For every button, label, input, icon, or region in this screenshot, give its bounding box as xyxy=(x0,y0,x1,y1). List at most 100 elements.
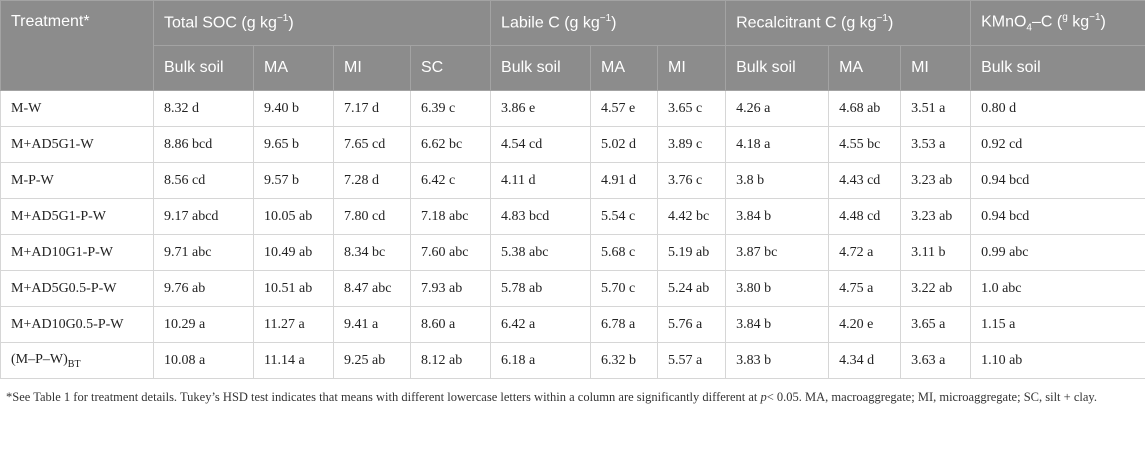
value-cell: 5.68 c xyxy=(590,234,659,271)
text-segment: −1 xyxy=(276,13,289,25)
value-cell: 3.23 ab xyxy=(900,162,972,199)
value-cell: 6.62 bc xyxy=(409,126,492,163)
value-cell: 4.54 cd xyxy=(490,126,592,163)
value-cell: 11.27 a xyxy=(253,306,334,343)
value-cell: 4.20 e xyxy=(828,306,902,343)
value-cell: 3.51 a xyxy=(900,90,972,127)
value-cell: 9.25 ab xyxy=(333,342,411,379)
value-cell: 7.60 abc xyxy=(409,234,492,271)
value-cell: 6.18 a xyxy=(490,342,592,379)
value-cell: 1.15 a xyxy=(970,306,1145,343)
text-segment: < 0.05. MA, macroaggregate; MI, microagg… xyxy=(766,390,1097,404)
value-cell: 5.76 a xyxy=(657,306,727,343)
value-cell: 8.86 bcd xyxy=(153,126,254,163)
text-segment: ) xyxy=(887,14,894,32)
treatment-cell: M+AD5G0.5-P-W xyxy=(0,270,154,307)
value-cell: 3.76 c xyxy=(657,162,727,199)
value-cell: 3.53 a xyxy=(900,126,972,163)
treatment-cell: (M–P–W)BT xyxy=(0,342,154,379)
value-cell: 3.63 a xyxy=(900,342,972,379)
value-cell: 4.72 a xyxy=(828,234,902,271)
value-cell: 7.65 cd xyxy=(333,126,411,163)
treatment-cell: M+AD5G1-W xyxy=(0,126,154,163)
value-cell: 0.80 d xyxy=(970,90,1145,127)
column-header: Bulk soil xyxy=(490,45,592,91)
value-cell: 7.93 ab xyxy=(409,270,492,307)
value-cell: 8.47 abc xyxy=(333,270,411,307)
value-cell: 7.17 d xyxy=(333,90,411,127)
value-cell: 3.65 c xyxy=(657,90,727,127)
value-cell: 4.43 cd xyxy=(828,162,902,199)
text-segment: −1 xyxy=(1089,12,1101,24)
value-cell: 4.55 bc xyxy=(828,126,902,163)
value-cell: 1.10 ab xyxy=(970,342,1145,379)
value-cell: 8.56 cd xyxy=(153,162,254,199)
table-row: M+AD5G1-P-W 9.17 abcd 10.05 ab 7.80 cd 7.18 … xyxy=(0,198,1145,235)
text-segment: Total SOC (g kg xyxy=(164,14,277,32)
value-cell: 0.99 abc xyxy=(970,234,1145,271)
value-cell: 3.83 b xyxy=(725,342,830,379)
group-header: Labile C (g kg−1) xyxy=(490,0,727,46)
column-header: SC xyxy=(409,45,492,91)
table-row: M+AD5G0.5-P-W 9.76 ab 10.51 ab 8.47 abc 7.93… xyxy=(0,270,1145,307)
value-cell: 4.34 d xyxy=(828,342,902,379)
value-cell: 3.65 a xyxy=(900,306,972,343)
group-header: Total SOC (g kg−1) xyxy=(152,0,492,46)
table-row: M+AD10G1-P-W 9.71 abc 10.49 ab 8.34 bc 7.60 … xyxy=(0,234,1145,271)
value-cell: 8.34 bc xyxy=(333,234,411,271)
value-cell: 4.42 bc xyxy=(657,198,727,235)
column-header: Bulk soil xyxy=(970,45,1145,91)
value-cell: 4.91 d xyxy=(590,162,659,199)
column-header: Bulk soil xyxy=(725,45,830,91)
value-cell: 10.51 ab xyxy=(253,270,334,307)
treatment-cell: M+AD10G1-P-W xyxy=(0,234,154,271)
group-header: Recalcitrant C (g kg−1) xyxy=(725,0,972,46)
value-cell: 8.32 d xyxy=(153,90,254,127)
value-cell: 1.0 abc xyxy=(970,270,1145,307)
column-header: Bulk soil xyxy=(153,45,254,91)
value-cell: 9.57 b xyxy=(253,162,334,199)
value-cell: 7.18 abc xyxy=(409,198,492,235)
treatment-cell: M+AD10G0.5-P-W xyxy=(0,306,154,343)
treatment-cell: M-P-W xyxy=(0,162,154,199)
value-cell: 6.42 a xyxy=(490,306,592,343)
header-cell: Treatment* xyxy=(0,0,154,91)
treatment-cell: M+AD5G1-P-W xyxy=(0,198,154,235)
value-cell: 3.84 b xyxy=(725,198,830,235)
value-cell: 3.80 b xyxy=(725,270,830,307)
value-cell: 7.28 d xyxy=(333,162,411,199)
value-cell: 5.19 ab xyxy=(657,234,727,271)
value-cell: 5.54 c xyxy=(590,198,659,235)
value-cell: 5.70 c xyxy=(590,270,659,307)
value-cell: 4.75 a xyxy=(828,270,902,307)
value-cell: 4.26 a xyxy=(725,90,830,127)
column-header: MA xyxy=(253,45,334,91)
value-cell: 0.92 cd xyxy=(970,126,1145,163)
table-row: M+AD10G0.5-P-W 10.29 a 11.27 a 9.41 a 8.60 a… xyxy=(0,306,1145,343)
table-row: M+AD5G1-W 8.86 bcd 9.65 b 7.65 cd 6.62 bc 4.5… xyxy=(0,126,1145,163)
value-cell: 6.32 b xyxy=(590,342,659,379)
text-segment: ) xyxy=(1100,13,1106,31)
text-segment: −1 xyxy=(876,13,888,25)
text-segment: BT xyxy=(67,358,81,370)
value-cell: 9.41 a xyxy=(333,306,411,343)
value-cell: 0.94 bcd xyxy=(970,162,1145,199)
table-row: M-P-W 8.56 cd 9.57 b 7.28 d 6.42 c 4.11 d 4.91… xyxy=(0,162,1145,199)
value-cell: 11.14 a xyxy=(253,342,334,379)
text-segment: −1 xyxy=(599,13,612,25)
value-cell: 3.22 ab xyxy=(900,270,972,307)
text-segment: KMnO xyxy=(981,13,1027,31)
data-table: Treatment* Total SOC (g kg−1) Labile C (g … xyxy=(0,0,1145,379)
footnote: *See Table 1 for treatment details. Tuke… xyxy=(6,389,1139,406)
value-cell: 3.89 c xyxy=(657,126,727,163)
value-cell: 3.87 bc xyxy=(725,234,830,271)
column-header: MI xyxy=(900,45,972,91)
value-cell: 9.71 abc xyxy=(153,234,254,271)
value-cell: 5.78 ab xyxy=(490,270,592,307)
text-segment: g xyxy=(1062,12,1068,24)
text-segment: *See Table 1 for treatment details. Tuke… xyxy=(6,390,761,404)
value-cell: 3.11 b xyxy=(900,234,972,271)
text-segment: Labile C (g kg xyxy=(501,14,600,32)
value-cell: 5.24 ab xyxy=(657,270,727,307)
